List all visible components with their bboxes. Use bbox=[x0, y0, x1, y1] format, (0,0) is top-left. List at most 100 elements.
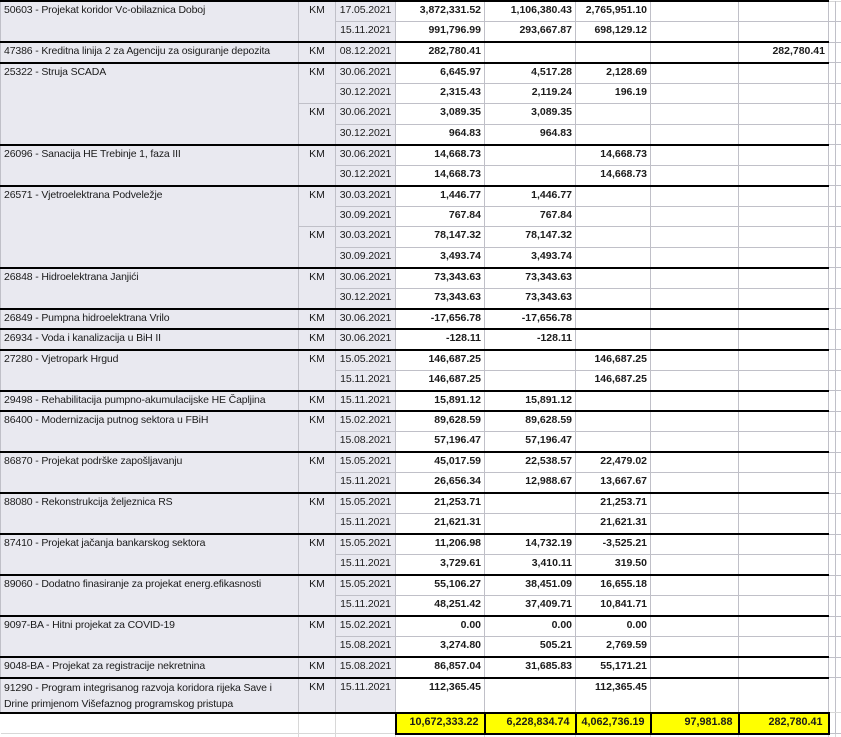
outside-grid-cell[interactable] bbox=[828, 267, 836, 289]
empty-value-cell[interactable] bbox=[575, 328, 651, 350]
empty-value-cell[interactable] bbox=[738, 615, 829, 637]
value-cell[interactable]: 21,621.31 bbox=[575, 513, 651, 535]
date-cell[interactable]: 15.08.2021 bbox=[335, 636, 396, 658]
empty-value-cell[interactable] bbox=[738, 184, 829, 207]
empty-value-cell[interactable] bbox=[738, 205, 829, 227]
empty-value-cell[interactable] bbox=[650, 226, 739, 248]
value-cell[interactable]: 767.84 bbox=[395, 205, 485, 227]
value-cell[interactable]: 14,732.19 bbox=[484, 533, 576, 555]
value-cell[interactable]: 1,446.77 bbox=[395, 184, 485, 207]
outside-grid-cell[interactable] bbox=[828, 574, 836, 596]
outside-grid-cell[interactable] bbox=[828, 656, 836, 678]
empty-value-cell[interactable] bbox=[484, 348, 576, 371]
value-cell[interactable]: 1,106,380.43 bbox=[484, 0, 576, 22]
value-cell[interactable]: 146,687.25 bbox=[575, 348, 651, 371]
outside-grid-cell[interactable] bbox=[835, 369, 841, 391]
value-cell[interactable]: 73,343.63 bbox=[484, 266, 576, 289]
date-cell[interactable]: 15.11.2021 bbox=[335, 676, 396, 714]
value-cell[interactable]: 22,538.57 bbox=[484, 451, 576, 473]
empty-value-cell[interactable] bbox=[650, 164, 739, 186]
empty-value-cell[interactable] bbox=[484, 492, 576, 514]
value-cell[interactable]: 112,365.45 bbox=[395, 676, 485, 714]
empty-value-cell[interactable] bbox=[650, 554, 739, 576]
empty-value-cell[interactable] bbox=[650, 348, 739, 371]
outside-grid-cell[interactable] bbox=[835, 226, 841, 248]
date-cell[interactable]: 08.12.2021 bbox=[335, 41, 396, 63]
value-cell[interactable]: 319.50 bbox=[575, 554, 651, 576]
value-cell[interactable]: -17,656.78 bbox=[484, 307, 576, 330]
currency-cell[interactable]: KM bbox=[298, 533, 336, 576]
outside-grid-cell[interactable] bbox=[835, 62, 841, 84]
value-cell[interactable]: 2,119.24 bbox=[484, 82, 576, 104]
grand-total-cell[interactable]: 97,981.88 bbox=[649, 711, 740, 735]
empty-value-cell[interactable] bbox=[738, 82, 829, 104]
outside-grid-cell[interactable] bbox=[835, 513, 841, 535]
value-cell[interactable]: 73,343.63 bbox=[395, 287, 485, 309]
date-cell[interactable]: 30.12.2021 bbox=[335, 82, 396, 104]
grand-total-cell[interactable]: 4,062,736.19 bbox=[574, 711, 652, 735]
date-cell[interactable]: 15.08.2021 bbox=[335, 656, 396, 678]
empty-value-cell[interactable] bbox=[738, 492, 829, 514]
value-cell[interactable]: 57,196.47 bbox=[484, 431, 576, 453]
outside-grid-cell[interactable] bbox=[835, 410, 841, 432]
date-cell[interactable]: 30.06.2021 bbox=[335, 307, 396, 330]
empty-value-cell[interactable] bbox=[650, 82, 739, 104]
empty-value-cell[interactable] bbox=[738, 656, 829, 678]
empty-value-cell[interactable] bbox=[575, 307, 651, 330]
empty-value-cell[interactable] bbox=[650, 676, 739, 714]
project-cell[interactable]: 89060 - Dodatno finasiranje za projekat … bbox=[0, 574, 299, 617]
currency-cell[interactable]: KM bbox=[298, 451, 336, 494]
outside-grid-cell[interactable] bbox=[828, 615, 836, 637]
empty-value-cell[interactable] bbox=[738, 595, 829, 617]
currency-cell[interactable]: KM bbox=[298, 41, 336, 63]
project-cell[interactable]: 26934 - Voda i kanalizacija u BiH II bbox=[0, 328, 299, 350]
project-cell[interactable]: 9097-BA - Hitni projekat za COVID-19 bbox=[0, 615, 299, 658]
empty-value-cell[interactable] bbox=[575, 123, 651, 145]
outside-grid-cell[interactable] bbox=[828, 328, 836, 350]
value-cell[interactable]: 21,253.71 bbox=[395, 492, 485, 514]
outside-grid-cell[interactable] bbox=[835, 21, 841, 43]
date-cell[interactable]: 15.05.2021 bbox=[335, 348, 396, 371]
empty-value-cell[interactable] bbox=[575, 205, 651, 227]
value-cell[interactable]: 78,147.32 bbox=[484, 226, 576, 248]
outside-grid-cell[interactable] bbox=[835, 328, 841, 350]
outside-grid-cell[interactable] bbox=[828, 677, 836, 713]
empty-value-cell[interactable] bbox=[650, 615, 739, 637]
empty-value-cell[interactable] bbox=[575, 103, 651, 125]
outside-grid-cell[interactable] bbox=[828, 733, 836, 737]
empty-value-cell[interactable] bbox=[738, 472, 829, 494]
empty-value-cell[interactable] bbox=[738, 307, 829, 330]
outside-grid-cell[interactable] bbox=[835, 636, 841, 658]
value-cell[interactable]: 2,128.69 bbox=[575, 61, 651, 84]
currency-cell[interactable]: KM bbox=[298, 410, 336, 453]
empty-value-cell[interactable] bbox=[738, 143, 829, 166]
outside-grid-cell[interactable] bbox=[335, 733, 396, 737]
empty-value-cell[interactable] bbox=[650, 492, 739, 514]
value-cell[interactable]: 4,517.28 bbox=[484, 61, 576, 84]
empty-value-cell[interactable] bbox=[650, 369, 739, 391]
value-cell[interactable]: 14,668.73 bbox=[575, 143, 651, 166]
empty-value-cell[interactable] bbox=[650, 307, 739, 330]
value-cell[interactable]: 3,493.74 bbox=[484, 246, 576, 268]
value-cell[interactable]: 45,017.59 bbox=[395, 451, 485, 473]
project-cell[interactable]: 27280 - Vjetropark Hrgud bbox=[0, 348, 299, 391]
outside-grid-cell[interactable] bbox=[828, 21, 836, 43]
date-cell[interactable]: 30.09.2021 bbox=[335, 205, 396, 227]
project-cell[interactable]: 26849 - Pumpna hidroelektrana Vrilo bbox=[0, 307, 299, 330]
empty-value-cell[interactable] bbox=[650, 287, 739, 309]
date-cell[interactable]: 15.05.2021 bbox=[335, 492, 396, 514]
currency-cell[interactable]: KM bbox=[298, 266, 336, 309]
currency-cell[interactable]: KM bbox=[298, 615, 336, 658]
value-cell[interactable]: 964.83 bbox=[395, 123, 485, 145]
project-cell[interactable]: 26571 - Vjetroelektrana Podveležje bbox=[0, 184, 299, 268]
empty-value-cell[interactable] bbox=[484, 143, 576, 166]
outside-grid-cell[interactable] bbox=[828, 349, 836, 371]
empty-value-cell[interactable] bbox=[650, 533, 739, 555]
empty-value-cell[interactable] bbox=[738, 636, 829, 658]
value-cell[interactable]: 15,891.12 bbox=[484, 389, 576, 412]
empty-value-cell[interactable] bbox=[738, 369, 829, 391]
currency-cell[interactable]: KM bbox=[298, 348, 336, 391]
value-cell[interactable]: 293,667.87 bbox=[484, 21, 576, 43]
value-cell[interactable]: 38,451.09 bbox=[484, 574, 576, 596]
value-cell[interactable]: 196.19 bbox=[575, 82, 651, 104]
